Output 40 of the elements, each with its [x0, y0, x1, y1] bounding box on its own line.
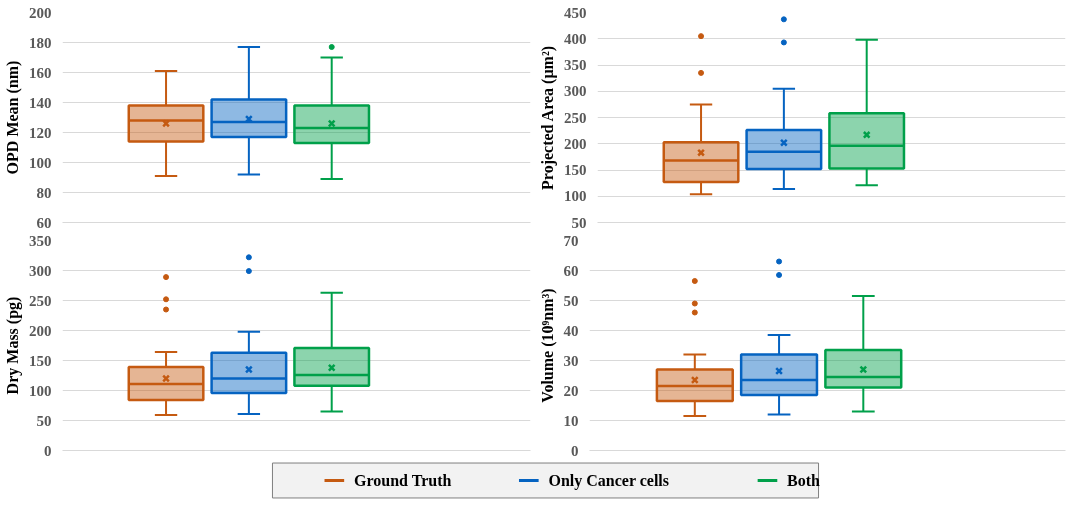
y-tick-label: 0 [44, 442, 52, 459]
y-tick-label: 300 [564, 83, 587, 100]
y-tick-label: 400 [564, 30, 587, 47]
y-tick-label: 450 [564, 4, 587, 21]
y-tick-label: 50 [571, 214, 587, 231]
y-tick-label: 50 [36, 412, 52, 429]
y-tick-label: 120 [29, 124, 52, 141]
y-tick-label: 60 [36, 214, 52, 231]
y-tick-label: 150 [29, 352, 52, 369]
y-tick-label: 10 [563, 412, 579, 429]
y-tick-label: 200 [29, 322, 52, 339]
y-tick-label: 40 [563, 322, 579, 339]
legend-label: Only Cancer cells [548, 472, 670, 490]
y-tick-label: 50 [563, 292, 579, 309]
y-tick-label: 70 [563, 232, 579, 249]
y-tick-label: 350 [564, 57, 587, 73]
y-tick-label: 100 [564, 188, 587, 205]
y-tick-label: 350 [29, 232, 52, 249]
y-tick-label: 150 [564, 162, 587, 178]
y-tick-label: 250 [564, 109, 587, 126]
y-tick-label: 160 [29, 64, 52, 81]
y-tick-label: 100 [29, 154, 52, 171]
y-axis-title: Projected Area (µm²) [539, 45, 557, 190]
y-axis-title: Dry Mass (pg) [4, 296, 22, 395]
y-tick-label: 140 [29, 94, 52, 111]
y-tick-label: 200 [29, 4, 52, 21]
y-axis-title: OPD Mean (nm) [4, 60, 22, 175]
y-tick-label: 0 [571, 442, 579, 459]
y-tick-label: 250 [29, 292, 52, 309]
y-tick-label: 80 [36, 184, 52, 201]
y-tick-label: 300 [29, 262, 52, 279]
legend-label: Both [787, 472, 821, 489]
y-tick-label: 20 [563, 382, 579, 399]
y-tick-label: 180 [29, 34, 52, 51]
y-tick-label: 200 [564, 135, 587, 152]
y-tick-label: 100 [29, 382, 52, 399]
y-tick-label: 60 [563, 262, 579, 279]
y-tick-label: 30 [563, 352, 579, 369]
y-axis-title: Volume (10⁹nm³) [538, 288, 557, 403]
legend-label: Ground Truth [353, 472, 452, 489]
